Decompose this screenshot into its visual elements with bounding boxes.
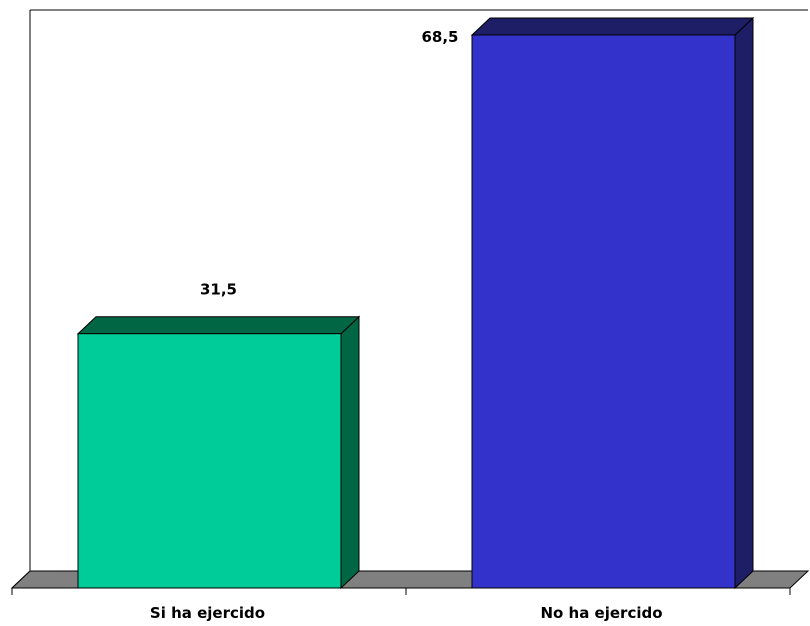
bars xyxy=(76,16,755,590)
bar-top xyxy=(470,17,755,36)
bar-top xyxy=(76,316,361,335)
data-label-1: 31,5 xyxy=(200,281,237,299)
bar-front xyxy=(471,34,736,589)
category-label-1: Si ha ejercido xyxy=(150,604,265,622)
labels: 31,5 Si ha ejercido 68,5 No ha ejercido xyxy=(150,28,663,622)
bar-front xyxy=(77,333,342,589)
bar-side xyxy=(340,315,360,590)
bar-side xyxy=(734,16,754,590)
data-label-2: 68,5 xyxy=(421,28,458,46)
bar-1 xyxy=(76,315,361,590)
bar-2 xyxy=(470,16,755,590)
category-label-2: No ha ejercido xyxy=(540,604,662,622)
back-wall-edge xyxy=(11,10,31,589)
